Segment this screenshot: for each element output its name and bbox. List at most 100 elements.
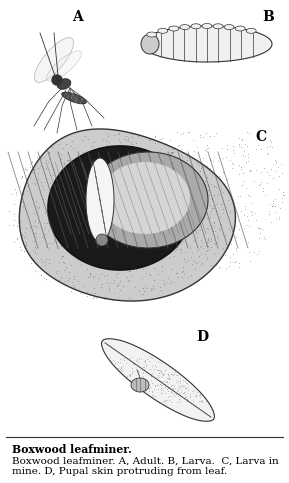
- Point: [143, 359, 148, 367]
- Point: [260, 225, 264, 233]
- Point: [41, 274, 46, 282]
- Point: [108, 354, 112, 361]
- Point: [121, 209, 126, 217]
- Point: [166, 244, 170, 252]
- Point: [69, 287, 73, 295]
- Point: [173, 247, 177, 255]
- Point: [197, 393, 202, 400]
- Point: [103, 200, 108, 208]
- Point: [181, 174, 186, 182]
- Point: [135, 176, 140, 184]
- Point: [39, 191, 44, 199]
- Point: [257, 234, 261, 242]
- Point: [197, 397, 202, 405]
- Point: [174, 270, 178, 277]
- Point: [199, 184, 203, 191]
- Point: [199, 260, 203, 268]
- Point: [154, 382, 159, 389]
- Point: [165, 378, 169, 386]
- Point: [170, 160, 175, 168]
- Point: [183, 384, 188, 392]
- Point: [80, 148, 85, 156]
- Point: [122, 135, 127, 143]
- Point: [79, 208, 84, 215]
- Point: [96, 244, 101, 252]
- Point: [118, 180, 123, 187]
- Point: [178, 187, 183, 195]
- Point: [173, 368, 177, 376]
- Point: [246, 222, 251, 229]
- Point: [84, 288, 89, 296]
- Point: [178, 245, 182, 253]
- Point: [122, 210, 127, 217]
- Point: [204, 147, 209, 155]
- Point: [163, 397, 167, 404]
- Point: [136, 167, 141, 175]
- Point: [200, 219, 205, 227]
- Point: [172, 208, 177, 215]
- Point: [156, 369, 161, 376]
- Point: [141, 236, 146, 244]
- Point: [210, 225, 214, 232]
- Point: [166, 394, 170, 401]
- Point: [103, 185, 107, 192]
- Point: [65, 228, 69, 236]
- Point: [205, 247, 209, 255]
- Point: [183, 168, 187, 176]
- Point: [144, 185, 149, 193]
- Point: [161, 237, 166, 245]
- Point: [171, 148, 176, 156]
- Ellipse shape: [224, 25, 234, 29]
- Point: [74, 186, 78, 194]
- Point: [91, 199, 96, 206]
- Point: [159, 373, 164, 381]
- Point: [168, 151, 172, 158]
- Point: [162, 384, 167, 391]
- Point: [264, 168, 269, 176]
- Point: [111, 229, 115, 237]
- Point: [216, 182, 221, 189]
- Point: [269, 138, 273, 145]
- Point: [197, 212, 202, 220]
- Point: [106, 284, 111, 292]
- Point: [244, 128, 249, 136]
- Point: [141, 226, 146, 233]
- Point: [170, 382, 174, 389]
- Point: [211, 132, 216, 140]
- Point: [195, 211, 199, 219]
- Point: [144, 164, 149, 171]
- Point: [261, 187, 265, 195]
- Point: [133, 380, 138, 387]
- Point: [277, 204, 282, 212]
- Point: [139, 176, 144, 184]
- Point: [182, 388, 186, 396]
- Point: [192, 168, 197, 175]
- Point: [220, 178, 224, 185]
- Point: [236, 259, 241, 267]
- Point: [220, 188, 225, 196]
- Point: [182, 393, 187, 400]
- Point: [268, 200, 273, 208]
- Point: [120, 367, 125, 374]
- Point: [72, 180, 77, 188]
- Point: [181, 389, 186, 397]
- Point: [269, 202, 274, 210]
- Point: [149, 207, 153, 214]
- Point: [81, 282, 86, 289]
- Point: [133, 200, 137, 208]
- Point: [176, 165, 181, 173]
- Point: [273, 202, 277, 210]
- Point: [246, 191, 250, 199]
- Point: [241, 212, 246, 219]
- Point: [101, 136, 105, 143]
- Point: [180, 382, 184, 389]
- Point: [59, 174, 64, 182]
- Point: [121, 197, 126, 205]
- Point: [135, 195, 139, 202]
- Point: [276, 213, 281, 221]
- Point: [163, 183, 167, 190]
- Point: [138, 363, 143, 370]
- Point: [114, 177, 118, 185]
- Point: [147, 384, 151, 392]
- Point: [72, 275, 76, 283]
